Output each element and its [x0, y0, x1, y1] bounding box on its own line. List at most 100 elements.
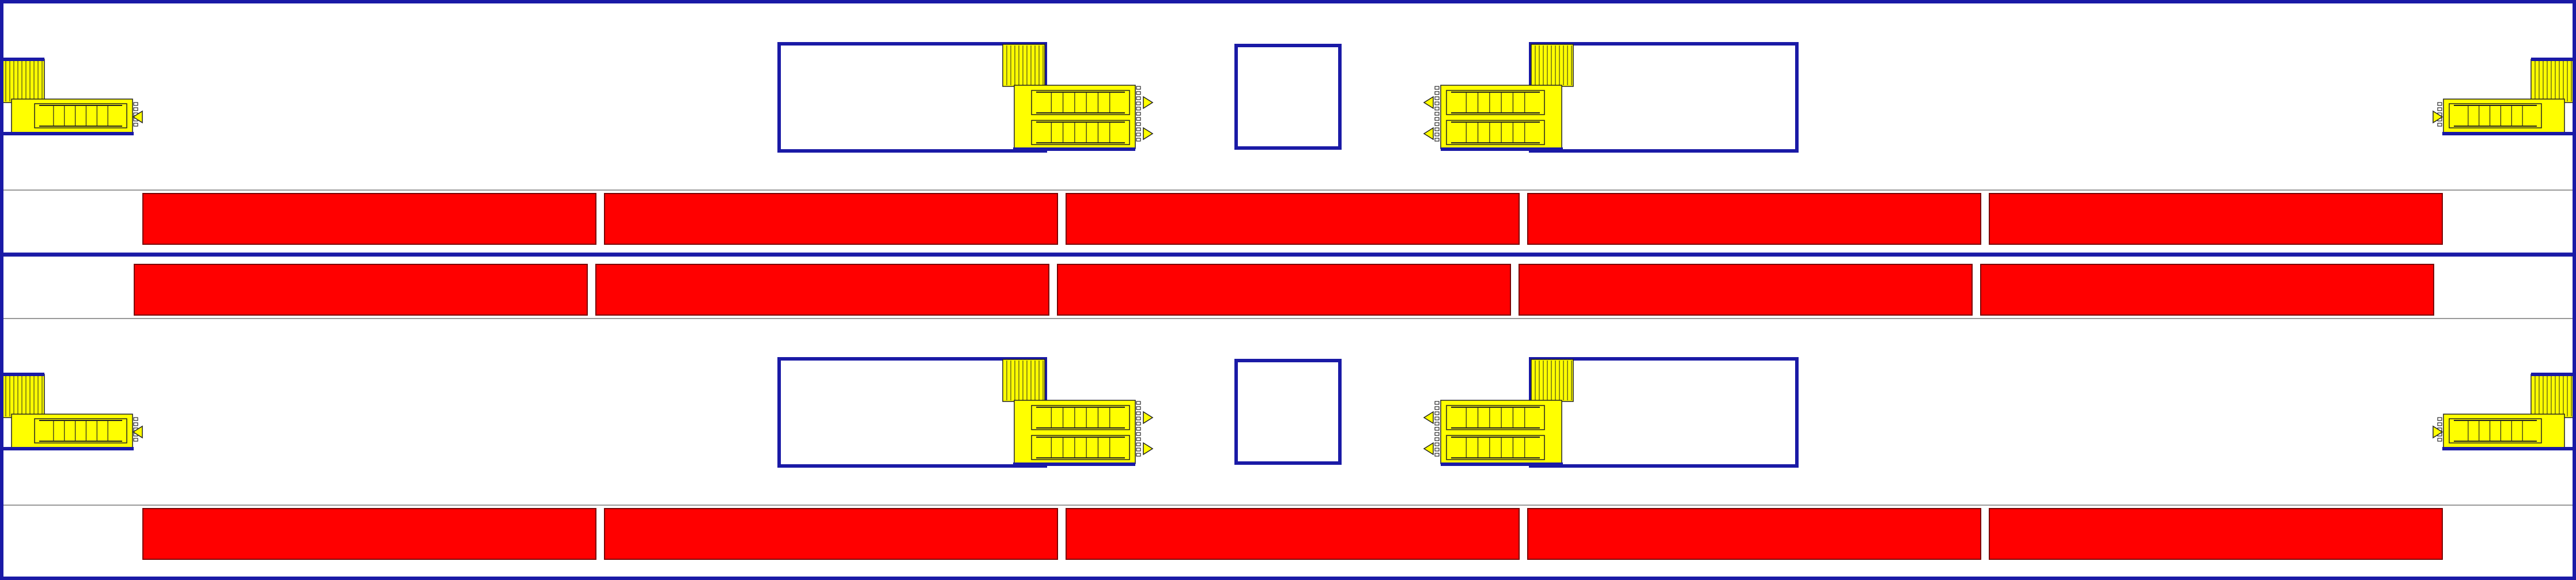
- train-car: [142, 193, 596, 245]
- ticket-gate-mark: [1136, 101, 1141, 105]
- ticket-gate-mark: [1136, 432, 1141, 436]
- ticket-gate-mark: [133, 417, 138, 421]
- ticket-gate-mark: [1434, 411, 1440, 415]
- direction-arrow: [2433, 425, 2443, 439]
- ticket-gate-mark: [1136, 453, 1141, 457]
- ticket-gate-mark: [1136, 448, 1141, 452]
- ticket-gate-mark: [1136, 107, 1141, 111]
- center-room-box: [1234, 44, 1342, 150]
- ticket-gate-mark: [1136, 422, 1141, 426]
- direction-arrow: [2433, 110, 2443, 124]
- escalator-unit: [1031, 120, 1130, 145]
- ticket-gate-mark: [2437, 417, 2442, 421]
- direction-arrow: [1423, 411, 1434, 424]
- ticket-gate-mark: [1434, 432, 1440, 436]
- train: [142, 508, 2443, 560]
- ticket-gate-mark: [1434, 453, 1440, 457]
- ticket-gate-mark: [1136, 401, 1141, 405]
- ticket-gate-mark: [1434, 427, 1440, 431]
- train-car: [1980, 264, 2434, 316]
- direction-arrow: [132, 425, 143, 439]
- ticket-gate-mark: [1434, 437, 1440, 441]
- ticket-gate-mark: [2437, 123, 2442, 127]
- train-car: [1527, 193, 1981, 245]
- center-left-stairs: [1002, 359, 1154, 466]
- ticket-gate-mark: [1136, 112, 1141, 116]
- ticket-gate-mark: [1136, 406, 1141, 410]
- ticket-gate-mark: [1136, 427, 1141, 431]
- platform-lines: [0, 189, 2576, 506]
- ticket-gate-mark: [1434, 401, 1440, 405]
- ticket-gate-mark: [1136, 117, 1141, 121]
- ticket-gate-mark: [1136, 132, 1141, 137]
- ticket-gate-mark: [1434, 132, 1440, 137]
- ticket-gate-mark: [1434, 91, 1440, 95]
- direction-arrow: [1143, 127, 1154, 141]
- ticket-gate-mark: [1434, 127, 1440, 131]
- ticket-gate-mark: [2437, 438, 2442, 442]
- ticket-gate-mark: [1136, 96, 1141, 100]
- center-room-box: [1234, 359, 1342, 465]
- escalator-unit: [2449, 103, 2542, 128]
- escalator-unit: [1446, 90, 1545, 115]
- ticket-gate-mark: [1434, 112, 1440, 116]
- ticket-gate-mark: [133, 102, 138, 106]
- trains: [134, 193, 2443, 560]
- ticket-gate-mark: [1434, 96, 1440, 100]
- ticket-gate-mark: [1434, 442, 1440, 446]
- ticket-gate-mark: [2437, 422, 2442, 426]
- train-car: [604, 193, 1058, 245]
- train-car: [1519, 264, 1973, 316]
- ticket-gate-mark: [1136, 91, 1141, 95]
- stair-block: [1531, 44, 1574, 87]
- far-left-stairs: [1, 373, 143, 450]
- train-car: [1066, 193, 1520, 245]
- direction-arrow: [132, 110, 143, 124]
- ticket-gate-mark: [1136, 442, 1141, 446]
- ticket-gate-mark: [1434, 448, 1440, 452]
- ticket-gate-mark: [1434, 416, 1440, 420]
- direction-arrow: [1423, 127, 1434, 141]
- escalator-unit: [34, 103, 127, 128]
- ticket-gate-mark: [1434, 406, 1440, 410]
- far-right-stairs: [2433, 58, 2574, 135]
- escalator-unit: [34, 418, 127, 443]
- ticket-gate-mark: [1434, 422, 1440, 426]
- train-car: [595, 264, 1049, 316]
- train-car: [1989, 508, 2443, 560]
- direction-arrow: [1423, 96, 1434, 109]
- ticket-gate-mark: [1136, 416, 1141, 420]
- center-left-stairs: [1002, 44, 1154, 151]
- train-car: [134, 264, 588, 316]
- train-car: [1066, 508, 1520, 560]
- direction-arrow: [1143, 411, 1154, 424]
- direction-arrow: [1143, 96, 1154, 109]
- ticket-gate-mark: [1434, 107, 1440, 111]
- ticket-gate-mark: [1434, 101, 1440, 105]
- ticket-gate-mark: [1136, 122, 1141, 126]
- train-car: [1989, 193, 2443, 245]
- train-car: [142, 508, 596, 560]
- ticket-gate-mark: [133, 107, 138, 111]
- ticket-gate-mark: [1136, 411, 1141, 415]
- ticket-gate-mark: [1434, 86, 1440, 90]
- stair-groups: [1, 44, 2574, 466]
- ticket-gate-mark: [1136, 138, 1141, 142]
- stair-block: [1002, 359, 1045, 402]
- train-car: [1057, 264, 1511, 316]
- ticket-gate-mark: [1136, 437, 1141, 441]
- ticket-gate-mark: [2437, 102, 2442, 106]
- far-right-stairs: [2433, 373, 2574, 450]
- ticket-gate-mark: [1434, 138, 1440, 142]
- ticket-gate-mark: [133, 422, 138, 426]
- train-car: [1527, 508, 1981, 560]
- escalator-unit: [2449, 418, 2542, 443]
- far-left-stairs: [1, 58, 143, 135]
- train: [142, 193, 2443, 245]
- stair-block: [1531, 359, 1574, 402]
- ticket-gate-mark: [1136, 86, 1141, 90]
- center-right-stairs: [1423, 44, 1574, 151]
- ticket-gate-mark: [133, 438, 138, 442]
- train: [134, 264, 2434, 316]
